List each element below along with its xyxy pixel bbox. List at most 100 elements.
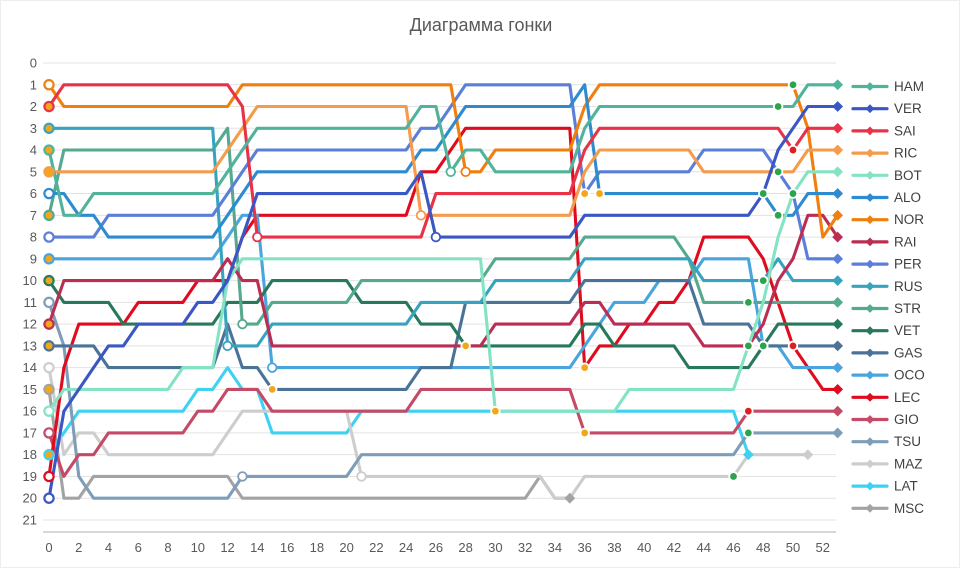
pit-marker-SAI-lap14 bbox=[252, 231, 263, 243]
end-marker-MSC bbox=[564, 492, 576, 504]
y-tick-label-3: 3 bbox=[30, 121, 37, 136]
start-marker-MAZ bbox=[43, 361, 55, 374]
legend-item-STR: STR bbox=[851, 301, 921, 316]
x-tick-label-4: 4 bbox=[105, 540, 112, 555]
y-tick-label-15: 15 bbox=[23, 382, 37, 397]
legend-label-RUS: RUS bbox=[894, 279, 923, 294]
y-tick-label-5: 5 bbox=[30, 164, 37, 179]
y-tick-label-11: 11 bbox=[24, 295, 38, 310]
pit-marker-HAM-lap27 bbox=[445, 166, 456, 178]
legend-label-HAM: HAM bbox=[894, 79, 924, 94]
pit-marker-TSU-lap13 bbox=[237, 471, 248, 482]
legend-diamond-icon-ALO bbox=[865, 193, 875, 202]
x-tick-label-46: 46 bbox=[726, 540, 740, 555]
pit-marker-RAI-lap47 bbox=[743, 340, 754, 352]
pit-marker-OCO-lap15 bbox=[267, 362, 278, 373]
legend-diamond-icon-RIC bbox=[865, 148, 875, 158]
start-marker-HAM bbox=[43, 144, 55, 156]
pit-marker-OCO-lap48 bbox=[758, 340, 769, 352]
legend-diamond-icon-RAI bbox=[865, 237, 875, 247]
y-tick-label-6: 6 bbox=[30, 186, 37, 201]
pit-marker-PER-lap50 bbox=[787, 188, 799, 199]
legend-diamond-icon-VER bbox=[865, 104, 875, 114]
start-marker-STR bbox=[43, 209, 55, 222]
x-tick-label-26: 26 bbox=[429, 540, 443, 555]
start-marker-RIC bbox=[43, 166, 55, 178]
pit-marker-HAM-lap49 bbox=[772, 101, 784, 112]
x-tick-label-18: 18 bbox=[310, 540, 324, 555]
pit-marker-RIC-lap25 bbox=[415, 210, 427, 221]
pit-marker-ALO-lap49 bbox=[772, 210, 784, 221]
legend-item-BOT: BOT bbox=[851, 168, 922, 183]
start-marker-GAS bbox=[43, 340, 55, 352]
legend-label-BOT: BOT bbox=[894, 168, 922, 183]
legend-label-MSC: MSC bbox=[894, 501, 924, 516]
start-marker-PER bbox=[43, 231, 55, 243]
legend-item-MAZ: MAZ bbox=[851, 456, 923, 471]
series-line-SAI bbox=[47, 83, 840, 239]
x-tick-label-38: 38 bbox=[607, 540, 621, 555]
legend-label-VER: VER bbox=[894, 101, 922, 116]
pit-marker-VER-lap26 bbox=[430, 231, 442, 243]
legend-label-NOR: NOR bbox=[894, 212, 924, 227]
legend-diamond-icon-MSC bbox=[865, 503, 875, 513]
end-marker-BOT bbox=[832, 166, 844, 178]
start-marker-NOR bbox=[43, 79, 55, 91]
end-marker-SAI bbox=[832, 122, 844, 134]
legend-label-SAI: SAI bbox=[894, 123, 916, 138]
pit-marker-LEC-lap50 bbox=[787, 340, 799, 352]
x-tick-label-42: 42 bbox=[667, 540, 681, 555]
x-tick-label-6: 6 bbox=[135, 540, 142, 555]
pit-marker-BOT-lap30 bbox=[490, 405, 501, 417]
legend-label-LAT: LAT bbox=[894, 479, 918, 494]
y-tick-label-12: 12 bbox=[23, 317, 37, 332]
start-marker-MSC bbox=[43, 383, 55, 396]
pit-marker-ALO-lap37 bbox=[594, 188, 605, 199]
legend-item-RIC: RIC bbox=[851, 146, 918, 161]
end-marker-GIO bbox=[832, 405, 844, 417]
y-tick-label-13: 13 bbox=[23, 338, 37, 353]
end-marker-RAI bbox=[832, 231, 844, 243]
end-marker-HAM bbox=[832, 79, 844, 91]
y-tick-label-17: 17 bbox=[23, 425, 37, 440]
legend-diamond-icon-GAS bbox=[865, 348, 875, 358]
end-marker-NOR bbox=[832, 209, 844, 221]
series-line-RIC bbox=[47, 104, 840, 217]
series-line-LEC bbox=[47, 126, 840, 478]
legend-diamond-icon-VET bbox=[865, 326, 875, 336]
end-marker-RIC bbox=[832, 144, 844, 156]
y-tick-label-0: 0 bbox=[30, 56, 37, 71]
pit-marker-GIO-lap47 bbox=[743, 405, 754, 417]
start-marker-VER bbox=[43, 492, 55, 504]
pit-marker-MAZ-lap46 bbox=[728, 471, 739, 482]
legend-label-RAI: RAI bbox=[894, 234, 917, 249]
series-line-GIO bbox=[47, 387, 840, 478]
x-tick-label-12: 12 bbox=[220, 540, 234, 555]
y-tick-label-14: 14 bbox=[23, 360, 37, 375]
series-line-MSC bbox=[47, 387, 572, 500]
legend-item-HAM: HAM bbox=[851, 79, 924, 94]
end-marker-TSU bbox=[832, 427, 844, 439]
end-marker-RUS bbox=[832, 275, 844, 286]
start-marker-RAI bbox=[43, 318, 55, 330]
legend-label-VET: VET bbox=[894, 323, 920, 338]
pit-marker-STR-lap47 bbox=[743, 297, 754, 308]
legend-item-GAS: GAS bbox=[851, 345, 923, 360]
pit-marker-GAS-lap15 bbox=[267, 384, 278, 395]
legend-diamond-icon-STR bbox=[865, 304, 875, 313]
start-marker-ALO bbox=[43, 187, 55, 200]
y-tick-label-18: 18 bbox=[23, 447, 37, 462]
legend-item-GIO: GIO bbox=[851, 412, 919, 427]
y-tick-label-20: 20 bbox=[23, 491, 37, 506]
legend-item-ALO: ALO bbox=[851, 190, 921, 205]
pit-marker-LEC-lap36 bbox=[579, 362, 590, 373]
end-marker-MAZ bbox=[802, 449, 814, 461]
y-tick-label-8: 8 bbox=[30, 230, 37, 245]
pit-marker-GIO-lap36 bbox=[579, 427, 590, 439]
pit-marker-RIC-lap49 bbox=[772, 166, 784, 178]
pit-marker-SAI-lap50 bbox=[787, 144, 799, 156]
legend-label-STR: STR bbox=[894, 301, 921, 316]
x-tick-label-24: 24 bbox=[399, 540, 413, 555]
